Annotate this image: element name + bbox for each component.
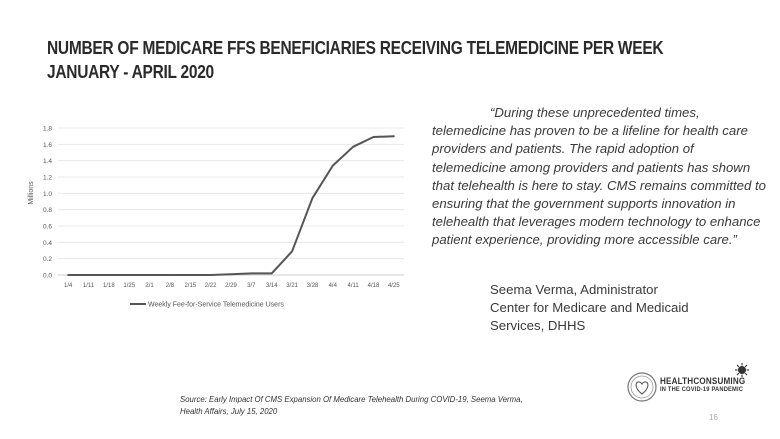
data-point	[230, 273, 232, 275]
y-axis-ticks: 0.0 0.2 0.4 0.6 0.8 1.0 1.2 1.4 1.6 1.8	[43, 126, 52, 280]
chart-title: Number of Medicare FFS Beneficiaries Rec…	[47, 36, 664, 84]
quote-attribution: Seema Verma, Administrator Center for Me…	[490, 281, 770, 336]
title-line-2: January - April 2020	[47, 62, 214, 82]
virus-icon	[735, 363, 749, 377]
logo-line-2: IN THE COVID-19 PANDEMIC	[660, 386, 744, 393]
attribution-name: Seema Verma, Administrator	[490, 282, 658, 297]
x-tick-label: 1/11	[83, 283, 95, 289]
x-tick-label: 2/1	[145, 283, 154, 289]
legend-label: Weekly Fee-for-Service Telemedicine User…	[148, 302, 284, 309]
x-tick-label: 4/11	[348, 283, 360, 289]
title-line-1: Number of Medicare FFS Beneficiaries Rec…	[47, 38, 664, 58]
data-point	[67, 274, 69, 276]
x-tick-label: 3/7	[247, 283, 256, 289]
page-number: 16	[709, 413, 718, 422]
series-lines	[67, 135, 395, 276]
y-tick-label: 1.0	[43, 191, 52, 198]
source-citation: Source: Early Impact Of CMS Expansion Of…	[180, 394, 580, 417]
x-tick-label: 4/25	[388, 283, 400, 289]
x-tick-label: 2/22	[205, 283, 217, 289]
x-tick-label: 3/14	[266, 283, 278, 289]
x-tick-label: 2/8	[166, 283, 175, 289]
x-tick-label: 1/18	[103, 283, 115, 289]
telemedicine-line-chart: 0.00.20.40.60.81.01.21.41.61.8 1/4 1/11 1/…	[28, 126, 404, 309]
data-point	[291, 250, 293, 252]
x-tick-label: 2/15	[184, 283, 196, 289]
y-axis-label: Millions	[28, 181, 35, 205]
heart-logo-icon	[627, 372, 657, 402]
chart-legend: Weekly Fee-for-Service Telemedicine User…	[130, 302, 284, 309]
healthconsuming-logo: HEALTHCONSUMING IN THE COVID-19 PANDEMIC	[626, 362, 766, 402]
data-point	[169, 274, 171, 276]
data-point	[210, 274, 212, 276]
x-tick-label: 3/28	[307, 283, 319, 289]
logo-wordmark: HEALTHCONSUMING IN THE COVID-19 PANDEMIC	[660, 377, 745, 394]
series-line	[67, 135, 395, 276]
x-tick-label: 1/25	[123, 283, 135, 289]
source-line-2: Health Affairs, July 15, 2020	[180, 406, 278, 416]
data-point	[148, 274, 151, 276]
data-point	[128, 274, 130, 276]
x-tick-label: 4/4	[329, 283, 338, 289]
y-tick-label: 1.6	[43, 142, 52, 149]
x-tick-label: 1/4	[64, 283, 73, 289]
quote-text: “During these unprecedented times, telem…	[432, 105, 766, 248]
attribution-org-line-2: Services, DHHS	[490, 318, 586, 334]
y-tick-label: 1.8	[43, 126, 52, 133]
data-point	[372, 136, 375, 138]
y-tick-label: 0.8	[43, 207, 52, 214]
y-tick-label: 1.2	[43, 175, 52, 182]
data-point	[332, 164, 334, 167]
y-tick-label: 0.6	[43, 224, 52, 231]
logo-line-1: HEALTHCONSUMING	[660, 376, 746, 386]
source-line-1: Source: Early Impact Of CMS Expansion Of…	[180, 395, 523, 404]
attribution-org-line-1: Center for Medicare and Medicaid	[490, 300, 689, 316]
gridlines	[58, 127, 404, 276]
data-point	[108, 274, 110, 276]
x-axis-ticks: 1/4 1/11 1/18 1/25 2/1 2/8 2/15 2/22 2/29 3/7 3/14…	[64, 283, 400, 289]
data-point	[250, 272, 252, 274]
data-point	[271, 272, 273, 274]
data-point	[352, 146, 354, 148]
data-point	[311, 197, 314, 199]
data-point	[189, 274, 191, 276]
x-tick-label: 3/21	[286, 283, 298, 289]
data-point	[87, 274, 90, 276]
y-tick-label: 0.2	[43, 256, 52, 263]
y-tick-label: 0.0	[43, 273, 52, 280]
y-tick-label: 1.4	[43, 158, 52, 165]
y-tick-label: 0.4	[43, 240, 52, 247]
data-point	[393, 135, 395, 137]
x-tick-label: 4/18	[368, 283, 380, 289]
x-tick-label: 2/29	[225, 283, 237, 289]
